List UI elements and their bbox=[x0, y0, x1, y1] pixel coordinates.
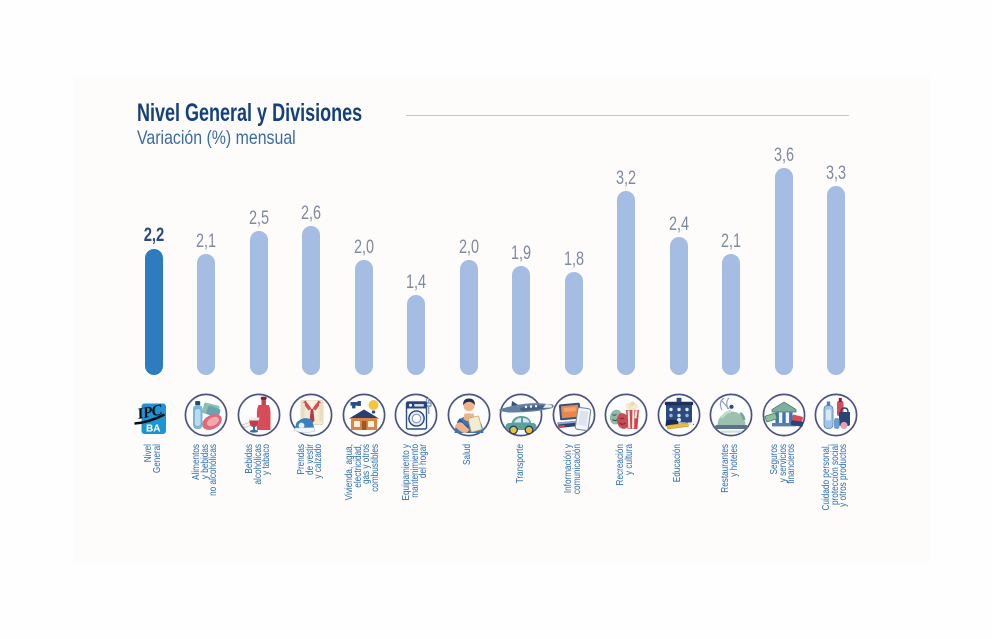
svg-text:BA: BA bbox=[146, 424, 160, 435]
